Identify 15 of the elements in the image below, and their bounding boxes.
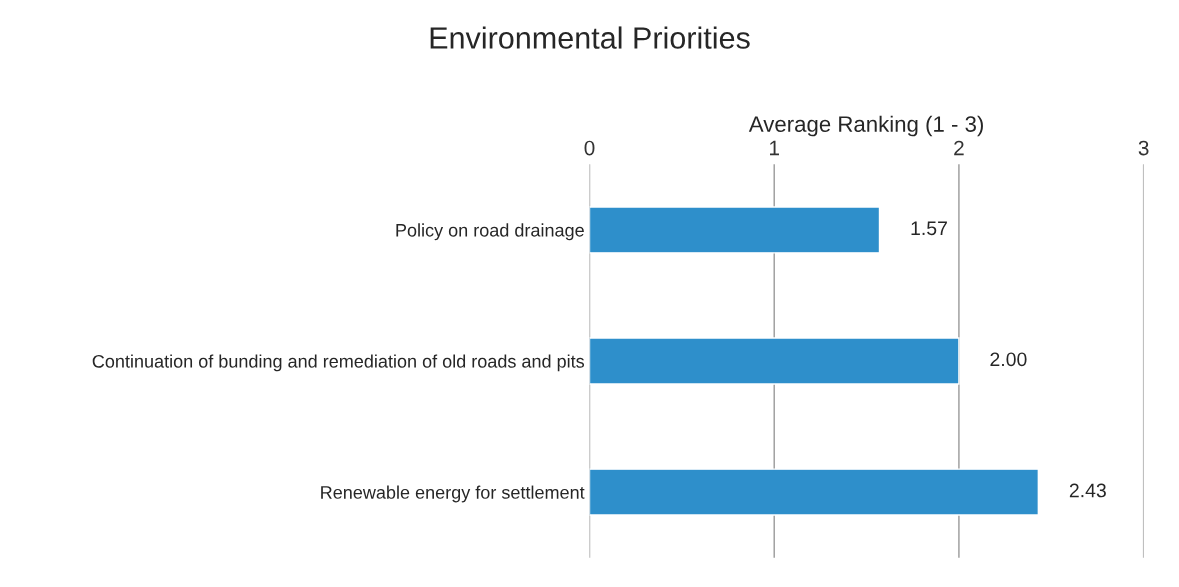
- x-tick-label: 0: [584, 140, 595, 156]
- data-label: 2.43: [1069, 483, 1106, 498]
- y-tick-label: Renewable energy for settlement: [321, 485, 585, 503]
- y-tick-label: Continuation of bunding and remediation of old roads and pits: [92, 354, 585, 372]
- x-tick-label: 3: [1138, 140, 1149, 156]
- data-label: 2.00: [990, 352, 1027, 367]
- x-axis-title: Average Ranking (1 - 3): [748, 115, 983, 137]
- data-label: 1.57: [911, 221, 947, 236]
- x-tick-label: 1: [770, 140, 779, 156]
- bar: [589, 337, 960, 385]
- bar: [589, 206, 881, 254]
- bar: [589, 468, 1040, 516]
- x-tick-label: 2: [954, 140, 964, 156]
- chart-title: Environmental Priorities: [430, 26, 750, 49]
- y-tick-label: Policy on road drainage: [396, 223, 584, 241]
